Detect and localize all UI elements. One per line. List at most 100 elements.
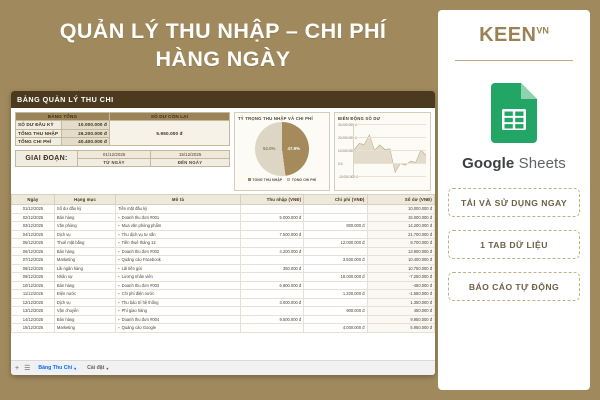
sheet-tab-bang-thu-chi[interactable]: Bảng Thu Chi ▾: [35, 364, 80, 372]
cell-date[interactable]: 09/12/2025: [11, 272, 55, 282]
cell-category[interactable]: Văn phòng: [53, 221, 117, 231]
cell-date[interactable]: 14/12/2025: [11, 314, 55, 324]
cell-date[interactable]: 11/12/2025: [11, 289, 55, 299]
cell-date[interactable]: 04/12/2025: [11, 229, 55, 239]
chevron-down-icon[interactable]: ▾: [74, 365, 77, 371]
cell-description[interactable]: ▪ Lương nhân viên: [115, 272, 241, 282]
cell-income[interactable]: [239, 204, 305, 214]
cell-expense[interactable]: 900.000 đ: [303, 306, 368, 316]
cell-description[interactable]: ▪ Quảng cáo Google: [115, 323, 241, 333]
cell-category[interactable]: Số dư đầu kỳ: [53, 204, 117, 214]
cell-balance[interactable]: 9.700.000 đ: [366, 238, 435, 248]
cell-date[interactable]: 02/12/2025: [11, 212, 55, 222]
cell-description[interactable]: ▪ Doanh thu đơn #001: [115, 212, 241, 222]
cell-balance[interactable]: 10.000.000 đ: [366, 204, 435, 214]
feature-auto-report-badge[interactable]: BÁO CÁO TỰ ĐỘNG: [448, 272, 580, 301]
cell-date[interactable]: 10/12/2025: [11, 280, 55, 290]
cell-expense[interactable]: [303, 280, 368, 290]
period-to-date[interactable]: 15/12/2025: [150, 150, 230, 160]
add-sheet-icon[interactable]: +: [15, 364, 20, 372]
sheet-tab-cai-dat[interactable]: Cài đặt ▾: [84, 364, 111, 372]
column-header-balance[interactable]: Số dư (VNĐ): [366, 194, 435, 205]
cell-description[interactable]: ▪ Lãi tiền gửi: [115, 263, 241, 273]
period-from-date[interactable]: 01/12/2025: [76, 150, 152, 160]
cell-expense[interactable]: 12.000.000 đ: [303, 238, 368, 248]
cell-category[interactable]: Bán hàng: [53, 246, 117, 256]
cta-download-button[interactable]: TẢI VÀ SỬ DỤNG NGAY: [448, 188, 580, 217]
cell-date[interactable]: 01/12/2025: [11, 204, 55, 214]
cell-category[interactable]: Bán hàng: [53, 212, 117, 222]
cell-description[interactable]: ▪ Thu dịch vụ tư vấn: [115, 229, 241, 239]
cell-category[interactable]: Nhân sự: [53, 272, 117, 282]
summary-value-1[interactable]: 26.200.000 đ: [61, 128, 110, 138]
cell-balance[interactable]: 21.700.000 đ: [366, 229, 435, 239]
cell-income[interactable]: 6.800.000 đ: [239, 280, 305, 290]
cell-category[interactable]: Thuê mặt bằng: [53, 238, 117, 248]
cell-balance[interactable]: 9.950.000 đ: [366, 314, 435, 324]
cell-balance[interactable]: 14.200.000 đ: [366, 221, 435, 231]
cell-expense[interactable]: [303, 263, 368, 273]
cell-date[interactable]: 13/12/2025: [11, 306, 55, 316]
cell-category[interactable]: Bán hàng: [53, 280, 117, 290]
cell-income[interactable]: [239, 221, 305, 231]
cell-income[interactable]: 350.000 đ: [239, 263, 305, 273]
cell-expense[interactable]: [303, 204, 368, 214]
cell-income[interactable]: [239, 323, 305, 333]
summary-value-0[interactable]: 10.000.000 đ: [61, 120, 110, 130]
cell-income[interactable]: [239, 289, 305, 299]
cell-income[interactable]: [239, 272, 305, 282]
cell-expense[interactable]: 1.200.000 đ: [303, 289, 368, 299]
cell-description[interactable]: Tiền mặt đầu kỳ: [115, 204, 241, 214]
cell-balance[interactable]: 450.000 đ: [366, 306, 435, 316]
cell-income[interactable]: 3.000.000 đ: [239, 297, 305, 307]
cell-expense[interactable]: [303, 246, 368, 256]
cell-balance[interactable]: -450.000 đ: [366, 280, 435, 290]
cell-category[interactable]: Vận chuyển: [53, 306, 117, 316]
cell-expense[interactable]: 800.000 đ: [303, 221, 368, 231]
cell-date[interactable]: 03/12/2025: [11, 221, 55, 231]
cell-date[interactable]: 08/12/2025: [11, 263, 55, 273]
cell-description[interactable]: ▪ Tiền thuê tháng 12: [115, 238, 241, 248]
all-sheets-icon[interactable]: ☰: [24, 365, 31, 372]
column-header-income[interactable]: Thu nhập (VNĐ): [239, 194, 305, 205]
cell-category[interactable]: Dịch vụ: [53, 297, 117, 307]
cell-income[interactable]: 7.500.000 đ: [239, 229, 305, 239]
cell-description[interactable]: ▪ Quảng cáo Facebook: [115, 255, 241, 265]
chevron-down-icon[interactable]: ▾: [106, 365, 109, 371]
cell-description[interactable]: ▪ Chi phí điện nước: [115, 289, 241, 299]
cell-description[interactable]: ▪ Doanh thu đơn #004: [115, 314, 241, 324]
cell-balance[interactable]: 13.900.000 đ: [366, 246, 435, 256]
cell-description[interactable]: ▪ Phí giao hàng: [115, 306, 241, 316]
cell-description[interactable]: ▪ Mua văn phòng phẩm: [115, 221, 241, 231]
cell-income[interactable]: [239, 238, 305, 248]
feature-one-tab-badge[interactable]: 1 TAB DỮ LIỆU: [448, 230, 580, 259]
cell-balance[interactable]: 10.750.000 đ: [366, 263, 435, 273]
cell-balance[interactable]: 15.000.000 đ: [366, 212, 435, 222]
cell-income[interactable]: [239, 255, 305, 265]
column-header-date[interactable]: Ngày: [11, 194, 55, 205]
cell-balance[interactable]: -7.250.000 đ: [366, 272, 435, 282]
cell-income[interactable]: [239, 306, 305, 316]
cell-category[interactable]: Marketing: [53, 323, 117, 333]
cell-category[interactable]: Lãi ngân hàng: [53, 263, 117, 273]
column-header-expense[interactable]: Chi phí (VNĐ): [303, 194, 368, 205]
cell-expense[interactable]: 18.000.000 đ: [303, 272, 368, 282]
cell-balance[interactable]: 5.950.000 đ: [366, 323, 435, 333]
cell-expense[interactable]: 3.500.000 đ: [303, 255, 368, 265]
column-header-category[interactable]: Hạng mục: [53, 194, 117, 205]
cell-balance[interactable]: 1.350.000 đ: [366, 297, 435, 307]
cell-balance[interactable]: 10.400.000 đ: [366, 255, 435, 265]
cell-income[interactable]: 4.200.000 đ: [239, 246, 305, 256]
column-header-description[interactable]: Mô tả: [115, 194, 241, 205]
cell-description[interactable]: ▪ Doanh thu đơn #002: [115, 246, 241, 256]
cell-expense[interactable]: [303, 297, 368, 307]
cell-date[interactable]: 15/12/2025: [11, 323, 55, 333]
cell-expense[interactable]: [303, 314, 368, 324]
summary-value-2[interactable]: 40.400.000 đ: [61, 136, 110, 147]
cell-expense[interactable]: 4.000.000 đ: [303, 323, 368, 333]
cell-category[interactable]: Điện nước: [53, 289, 117, 299]
cell-expense[interactable]: [303, 212, 368, 222]
cell-description[interactable]: ▪ Thu bảo trì hệ thống: [115, 297, 241, 307]
cell-balance[interactable]: -1.650.000 đ: [366, 289, 435, 299]
cell-date[interactable]: 12/12/2025: [11, 297, 55, 307]
